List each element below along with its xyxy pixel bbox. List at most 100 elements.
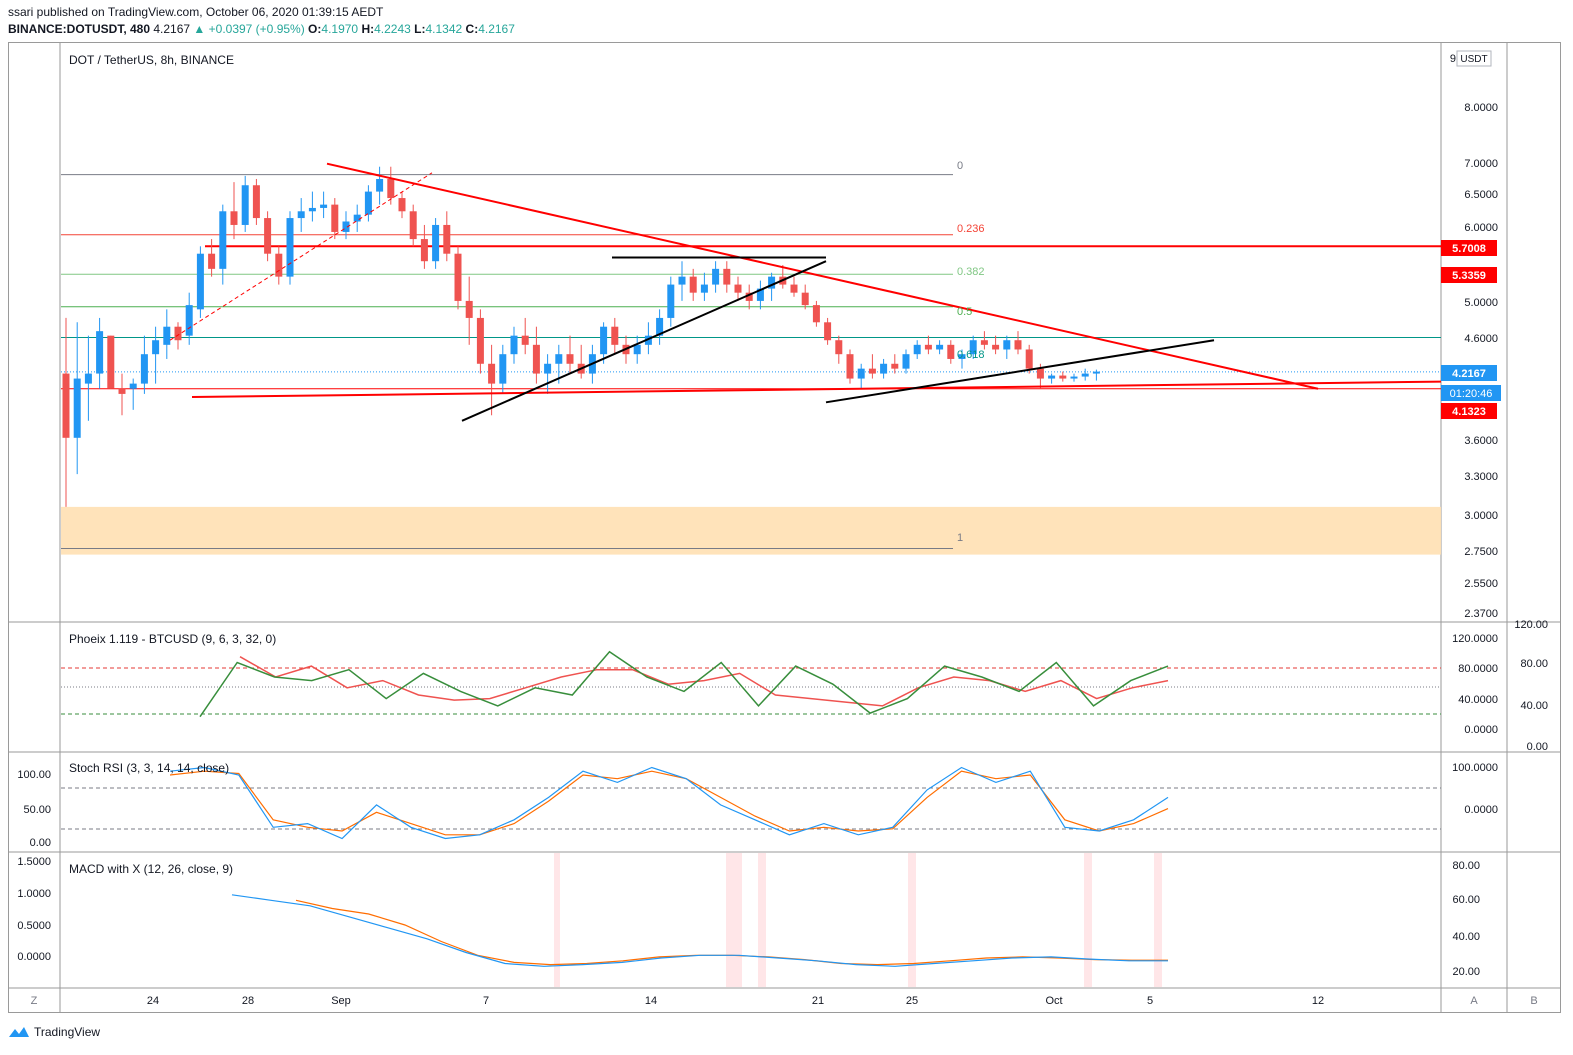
footer: TradingView [8, 1025, 100, 1039]
candle-body [712, 268, 720, 285]
time-tick: 7 [483, 995, 489, 1007]
candle-body [790, 284, 798, 293]
candle-body [768, 276, 776, 289]
macd-highlight-band [1084, 853, 1092, 987]
macd-left-tick: 1.5000 [17, 856, 51, 868]
phoeix-green-line [199, 650, 1169, 718]
candle-body [420, 239, 428, 262]
candle-body [880, 363, 888, 374]
ascending-support-line [825, 339, 1215, 404]
fib-label: 0 [957, 160, 963, 172]
auto-scale-button[interactable]: A [1470, 995, 1478, 1007]
zoom-reset-button[interactable]: Z [31, 995, 38, 1007]
candle-body [924, 344, 932, 350]
resistance-price-tag [1441, 240, 1497, 256]
time-tick: Sep [331, 995, 351, 1007]
candle-body [286, 218, 294, 277]
macd-highlight-band [554, 853, 560, 987]
open-value: 4.1970 [321, 22, 359, 36]
price-tick: 8.0000 [1464, 102, 1498, 114]
stoch-k-line [169, 766, 1169, 840]
support-trendline [191, 380, 1442, 399]
macd-highlight-band [726, 853, 742, 987]
close-label: C: [465, 22, 479, 36]
candle-body [454, 253, 462, 301]
candle-body [700, 284, 708, 293]
candle-body [633, 344, 641, 355]
time-tick: 25 [906, 995, 918, 1007]
fib-label: 0.236 [957, 223, 985, 235]
macd-highlight-band [758, 853, 766, 987]
price-tick: 3.0000 [1464, 510, 1498, 522]
candle-body [969, 340, 977, 355]
candle-body [342, 221, 350, 232]
fib-label: 0.5 [957, 306, 972, 318]
rising-wedge-line [461, 260, 827, 422]
candle-body [1003, 340, 1011, 350]
support-price-text: 4.1323 [1452, 406, 1486, 418]
candle-body [656, 317, 664, 336]
candle-body [510, 335, 518, 355]
phoeix-tick: 0.0000 [1464, 724, 1498, 736]
candle-body [219, 211, 227, 269]
candle-body [376, 178, 384, 192]
candle-body [488, 363, 496, 384]
currency-badge[interactable] [1456, 50, 1492, 67]
candle-body [745, 292, 753, 301]
time-tick: 24 [147, 995, 159, 1007]
price-tick: 2.5500 [1464, 578, 1498, 590]
candle-body [600, 326, 608, 355]
candle-body [331, 204, 339, 232]
time-tick: 5 [1147, 995, 1153, 1007]
candle-body [611, 326, 619, 345]
publish-info: ssari published on TradingView.com, Octo… [8, 5, 384, 19]
price-tick: 2.7500 [1464, 546, 1498, 558]
high-label: H: [361, 22, 375, 36]
second-scale-button[interactable]: B [1530, 995, 1537, 1007]
candle-body [174, 326, 182, 341]
macd-line [231, 894, 1168, 967]
candle-body [185, 305, 193, 336]
candle-body [947, 344, 955, 359]
candle-body [723, 268, 731, 285]
candle-body [152, 340, 160, 355]
open-label: O: [308, 22, 322, 36]
candle-body [196, 253, 204, 310]
candle-body [667, 284, 675, 318]
candle-body [73, 378, 81, 438]
candle-body [857, 368, 865, 379]
time-tick: 12 [1312, 995, 1324, 1007]
macd-highlight-band [908, 853, 916, 987]
candle-body [936, 344, 944, 350]
candle-body [353, 214, 361, 222]
fib-label: 0.382 [957, 266, 985, 278]
candle-body [84, 373, 92, 384]
macd-right-tick: 20.00 [1452, 966, 1480, 978]
descending-trendline [326, 162, 1319, 390]
candle-body [208, 253, 216, 269]
candle-body [980, 340, 988, 345]
candle-body [264, 218, 272, 254]
candle-body [140, 354, 148, 384]
candle-body [992, 344, 1000, 350]
last-price-text: 4.2167 [1452, 368, 1486, 380]
macd-left-tick: 0.5000 [17, 920, 51, 932]
candle-body [241, 185, 249, 225]
demand-zone[interactable] [61, 506, 1441, 555]
price-tick: 7.0000 [1464, 158, 1498, 170]
candle-body [1070, 376, 1078, 379]
candle-body [252, 185, 260, 219]
high-value: 4.2243 [374, 22, 411, 36]
low-value: 4.1342 [425, 22, 463, 36]
time-tick: 21 [812, 995, 824, 1007]
candle-body [499, 354, 507, 384]
price-tick: 5.0000 [1464, 297, 1498, 309]
phoeix-red-line [239, 656, 1169, 707]
candle-body [476, 317, 484, 364]
macd-right-tick: 60.00 [1452, 894, 1480, 906]
candle-body [1036, 368, 1044, 379]
currency-badge-label: USDT [1460, 54, 1487, 65]
symbol-ohlc-bar: BINANCE:DOTUSDT, 480 4.2167 ▲ +0.0397 (+… [8, 22, 515, 36]
macd-highlight-band [1154, 853, 1162, 987]
